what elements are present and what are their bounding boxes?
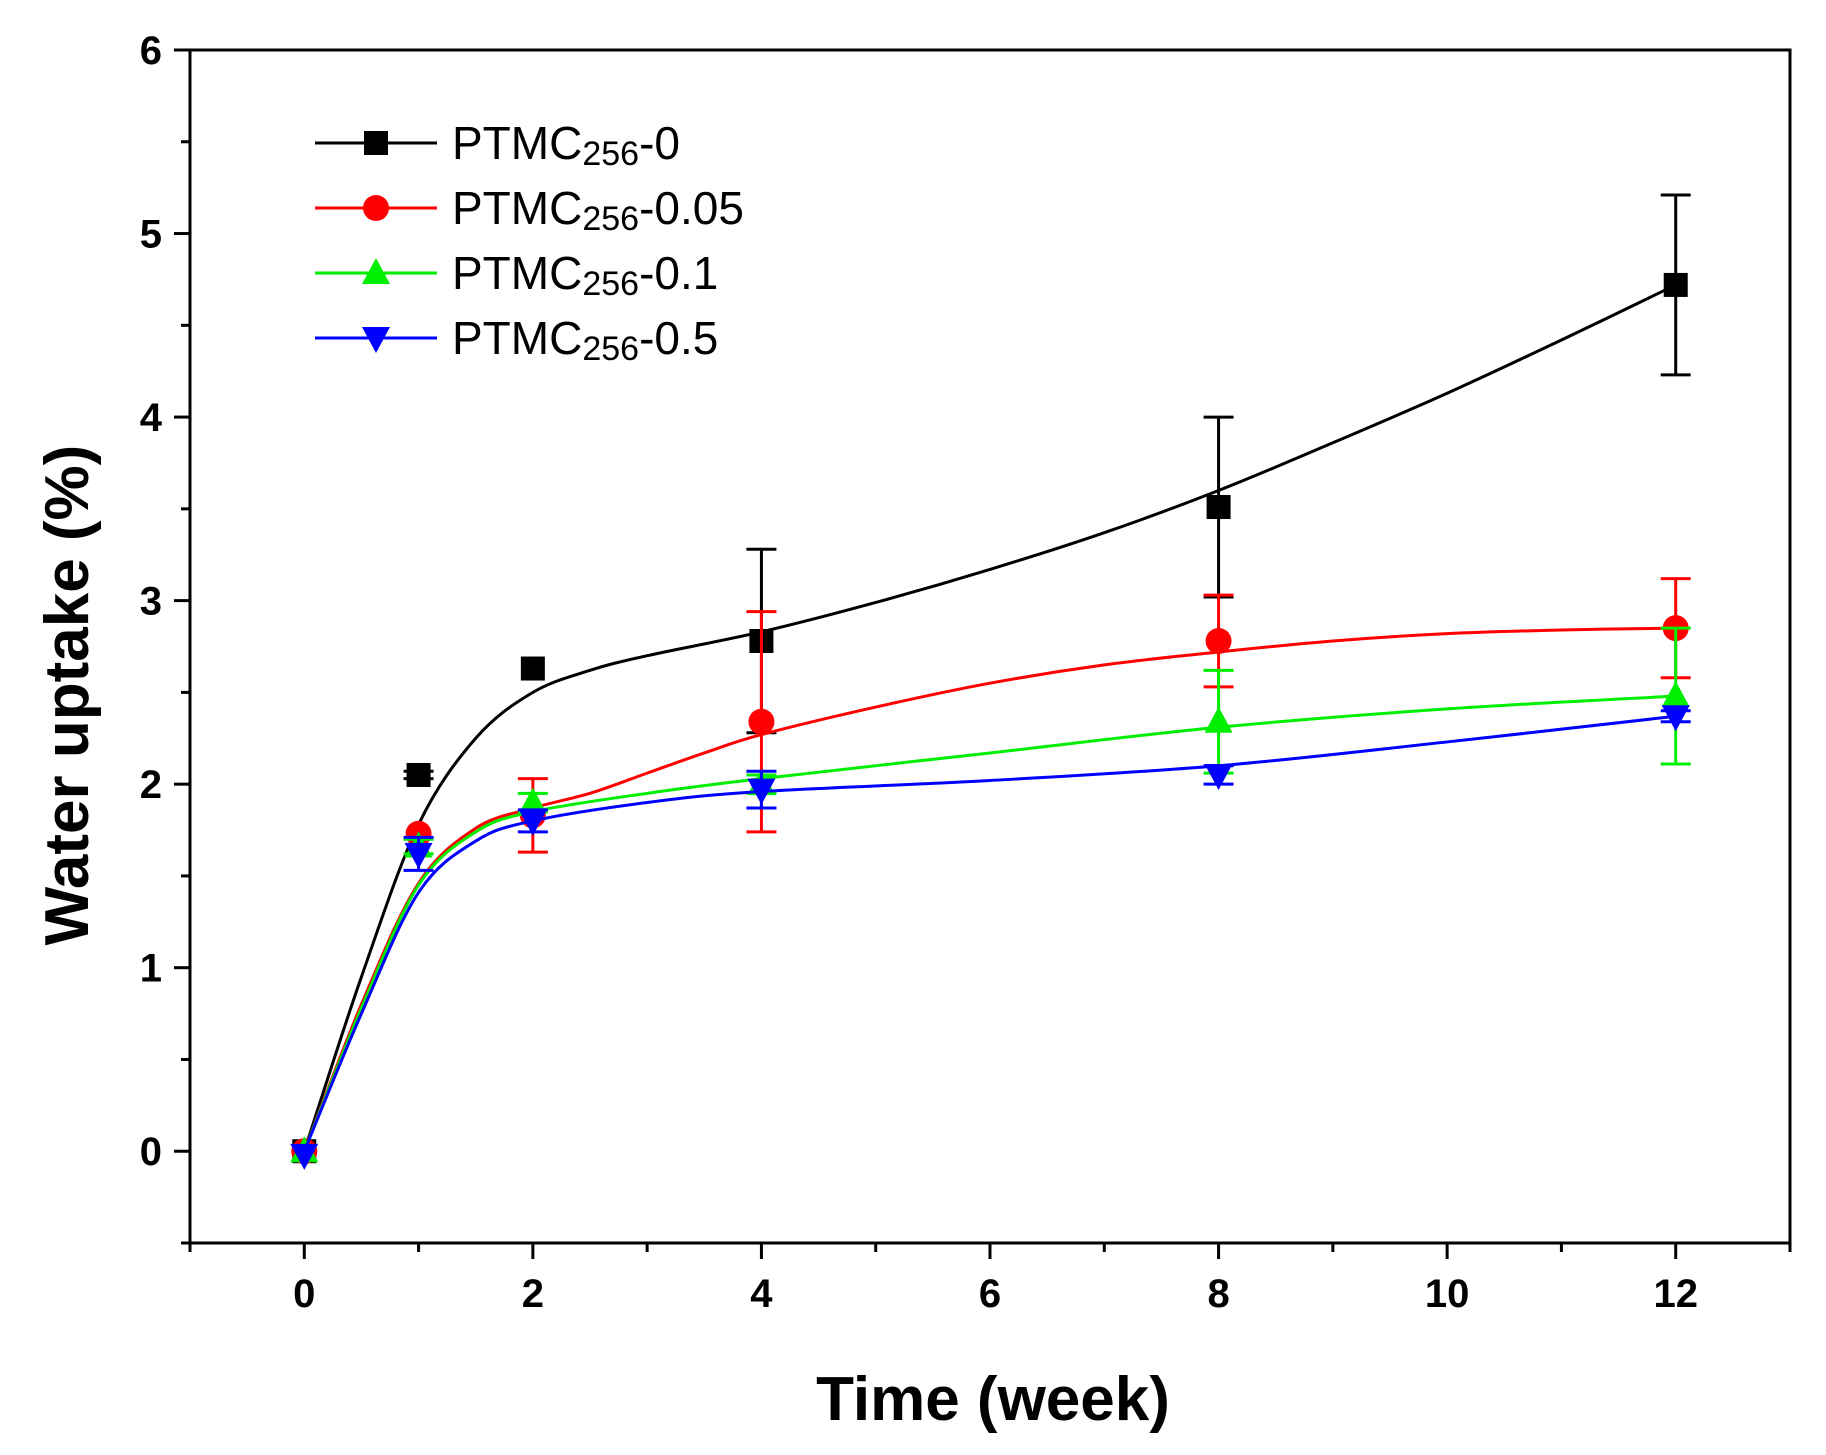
series-4-point — [1661, 705, 1690, 732]
legend-item-3-label: PTMC256-0.1 — [452, 247, 718, 303]
legend-item-2: PTMC256-0.05 — [315, 182, 744, 238]
series-1-point — [520, 656, 545, 681]
x-tick-label: 0 — [293, 1272, 315, 1316]
y-tick-label: 4 — [140, 396, 163, 440]
series-4-point — [747, 778, 776, 805]
y-tick-label: 6 — [140, 29, 162, 73]
legend: PTMC256-0 PTMC256-0.05 PTMC256-0.1 PTMC256-… — [315, 117, 744, 368]
legend-item-3: PTMC256-0.1 — [315, 247, 718, 303]
series-4-fit-line — [302, 714, 1676, 1152]
series-4-point — [518, 809, 547, 836]
series-1-point — [1663, 272, 1688, 297]
series-3-point — [1204, 706, 1233, 733]
series-4-point — [404, 842, 433, 869]
series-1-fit-line — [302, 283, 1677, 1152]
series-4-point — [290, 1143, 319, 1170]
y-tick-label: 3 — [140, 580, 162, 624]
y-tick-label: 1 — [140, 947, 162, 991]
series-1-point — [406, 762, 431, 787]
series-3-point — [518, 787, 547, 814]
y-tick-label: 2 — [140, 763, 162, 807]
y-axis-title: Water uptake (%) — [33, 445, 102, 946]
legend-item-4: PTMC256-0.5 — [315, 312, 718, 368]
legend-item-2-label: PTMC256-0.05 — [452, 182, 744, 238]
legend-item-1: PTMC256-0 — [315, 117, 680, 173]
y-tick-label: 5 — [140, 213, 162, 257]
series-layer — [290, 193, 1691, 1170]
legend-item-4-label: PTMC256-0.5 — [452, 312, 718, 368]
legend-item-4-marker — [362, 327, 390, 353]
legend-item-1-label: PTMC256-0 — [452, 117, 680, 173]
series-3-fit-line — [302, 694, 1676, 1152]
legend-item-2-marker — [363, 195, 389, 221]
series-1-point — [1206, 495, 1231, 520]
y-tick-label: 0 — [140, 1130, 162, 1174]
series-2-point — [748, 708, 775, 735]
x-tick-label: 8 — [1207, 1272, 1229, 1316]
series-3-point — [1661, 681, 1690, 708]
x-tick-label: 10 — [1425, 1272, 1470, 1316]
x-tick-label: 6 — [979, 1272, 1001, 1316]
x-axis-title: Time (week) — [816, 1365, 1170, 1434]
x-tick-label: 4 — [750, 1272, 773, 1316]
x-tick-label: 2 — [522, 1272, 544, 1316]
legend-item-1-marker — [364, 131, 388, 155]
series-4-group — [290, 705, 1691, 1170]
x-tick-label: 12 — [1653, 1272, 1698, 1316]
series-2-point — [1205, 627, 1232, 654]
series-4-point — [1204, 763, 1233, 790]
legend-item-3-marker — [362, 258, 390, 284]
